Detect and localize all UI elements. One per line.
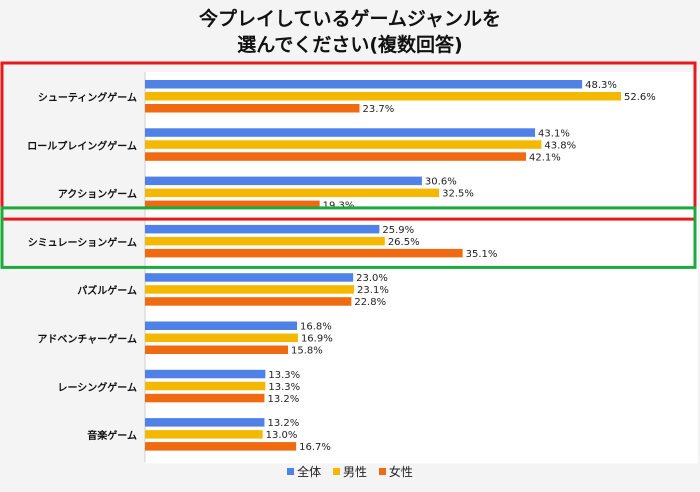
bar: [145, 140, 542, 149]
bar: [145, 176, 422, 186]
legend-label-male: 男性: [342, 465, 367, 479]
data-label: 16.8%: [300, 322, 332, 333]
bar: [145, 345, 288, 354]
legend-swatch-female: [378, 468, 386, 475]
bar: [145, 104, 360, 113]
bar: [145, 200, 320, 210]
data-label: 15.8%: [291, 346, 323, 357]
bar: [145, 381, 266, 391]
data-label: 30.6%: [425, 177, 457, 188]
data-label: 13.0%: [266, 430, 298, 441]
category-label: ロールプレイングゲーム: [27, 139, 137, 152]
bar: [145, 92, 622, 101]
bar: [145, 188, 440, 198]
category-label: パズルゲーム: [77, 284, 137, 297]
data-label: 13.2%: [267, 394, 299, 405]
bar: [145, 236, 385, 246]
data-label: 43.8%: [544, 140, 576, 151]
data-label: 19.3%: [323, 201, 355, 212]
category-label: アドベンチャーゲーム: [37, 333, 137, 346]
data-label: 16.7%: [299, 442, 331, 453]
bar: [145, 418, 265, 427]
chart-title-line-1: 今プレイしているゲームジャンルを: [199, 8, 501, 30]
category-label: レーシングゲーム: [58, 381, 138, 394]
data-label: 42.1%: [529, 152, 561, 163]
data-label: 13.3%: [268, 382, 300, 393]
legend-item-female: 女性: [378, 463, 413, 480]
bar: [145, 430, 263, 439]
category-label: アクションゲーム: [58, 188, 137, 201]
data-label: 22.8%: [354, 297, 386, 308]
bar: [145, 321, 298, 330]
bar: [145, 297, 352, 306]
legend-label-female: 女性: [388, 465, 413, 479]
bar: [145, 80, 583, 89]
data-label: 16.9%: [301, 334, 333, 345]
bar: [145, 152, 527, 161]
data-label: 23.7%: [362, 104, 394, 115]
data-label: 35.1%: [466, 249, 498, 260]
data-label: 25.9%: [382, 225, 414, 236]
category-label: シューティングゲーム: [38, 91, 137, 104]
highlight-frame: [0, 61, 697, 221]
category-label: 音楽ゲーム: [87, 429, 137, 442]
data-label: 32.5%: [442, 189, 474, 200]
data-label: 23.0%: [356, 273, 388, 284]
bar: [145, 224, 380, 234]
data-label: 23.1%: [357, 285, 389, 296]
bar: [145, 393, 265, 403]
data-label: 48.3%: [585, 80, 617, 91]
data-label: 43.1%: [538, 128, 570, 139]
legend: 全体 男性 女性: [0, 463, 700, 480]
data-label: 52.6%: [624, 92, 656, 103]
data-label: 13.2%: [267, 418, 299, 429]
data-label: 26.5%: [388, 237, 420, 248]
legend-label-all: 全体: [297, 465, 322, 479]
data-label: 13.3%: [268, 370, 300, 381]
legend-item-all: 全体: [287, 463, 321, 480]
chart-title: 今プレイしているゲームジャンルを 選んでください(複数回答): [0, 6, 700, 58]
bar: [145, 369, 266, 379]
legend-swatch-male: [332, 468, 340, 475]
bar: [145, 442, 297, 451]
bar: [145, 285, 355, 294]
bar: [145, 248, 463, 258]
chart-title-line-2: 選んでください(複数回答): [237, 34, 463, 56]
legend-item-male: 男性: [332, 463, 367, 480]
legend-swatch-all: [287, 468, 295, 475]
bar: [145, 273, 354, 282]
category-label: シミュレーションゲーム: [28, 236, 137, 249]
bar: [145, 333, 298, 342]
bar: [145, 128, 536, 137]
highlight-frame: [0, 206, 697, 269]
